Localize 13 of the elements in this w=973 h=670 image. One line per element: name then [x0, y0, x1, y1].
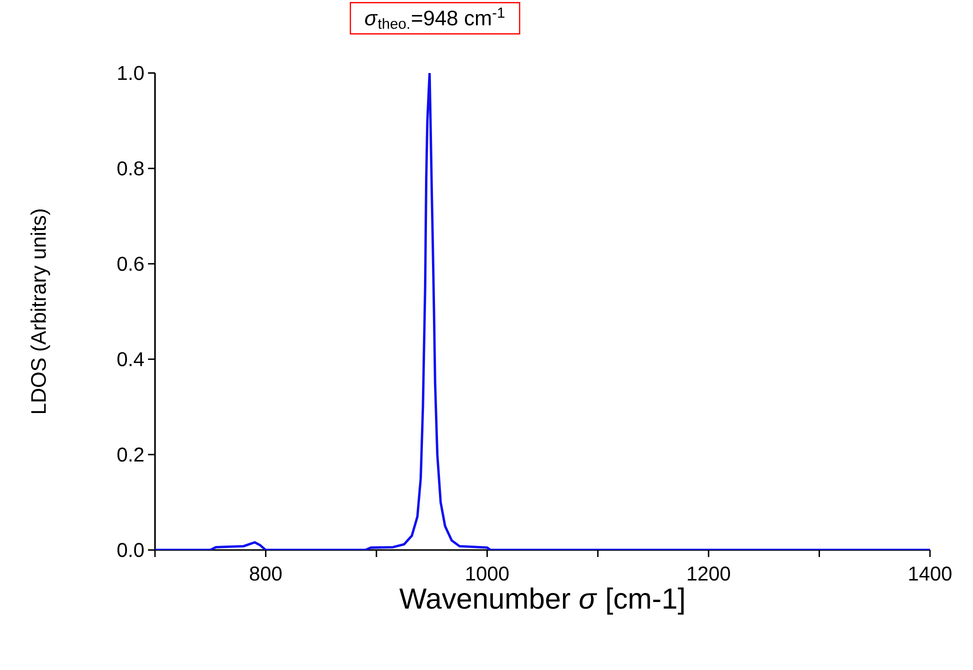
x-tick-label: 1400: [909, 566, 952, 581]
x-tick-label: 1000: [466, 566, 509, 581]
y-tick-label: 0.6: [117, 256, 144, 271]
y-tick-label: 1.0: [118, 66, 144, 80]
text: σ$_{theo.}$=948 cm$^{-1}$: [365, 8, 504, 29]
x-axis-title: Wavenumber σ [cm-1]: [399, 588, 684, 615]
y-tick-label: 0.4: [117, 352, 144, 366]
y-tick-label: 0.2: [117, 448, 144, 462]
y-tick-label: 0.8: [117, 161, 144, 176]
x-tick-label: 800: [250, 566, 282, 581]
y-axis-title: LDOS (Arbitrary units): [30, 210, 50, 414]
y-tick-label: 0.0: [117, 542, 144, 558]
x-tick-label: 1200: [688, 566, 730, 581]
